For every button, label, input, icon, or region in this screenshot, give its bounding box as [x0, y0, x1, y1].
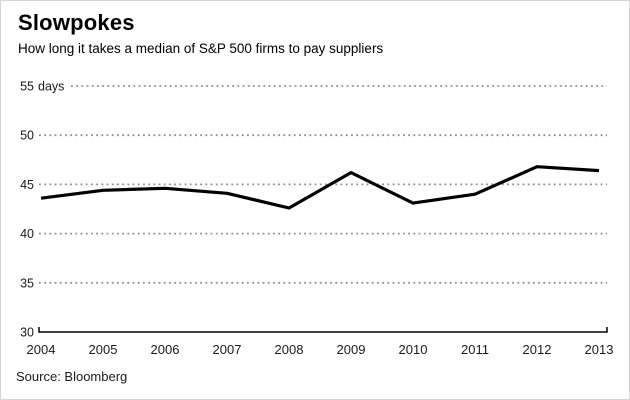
x-tick-label-2004: 2004 [27, 342, 56, 357]
y-tick-label-50: 50 [20, 129, 34, 143]
data-series-line [40, 165, 600, 210]
x-tick-label-2006: 2006 [151, 342, 180, 357]
x-tick-label-2011: 2011 [461, 342, 489, 357]
y-tick-label-35: 35 [20, 276, 34, 290]
chart-title: Slowpokes [18, 10, 135, 35]
source-attribution: Source: Bloomberg [16, 369, 128, 384]
line-chart: 55 days 50 45 40 35 30 2004 2005 2006 2007 2008 2009… [20, 80, 614, 358]
y-tick-label-40: 40 [20, 227, 34, 241]
x-tick-label-2013: 2013 [585, 342, 614, 357]
x-tick-label-2010: 2010 [399, 342, 428, 357]
y-tick-label-30: 30 [20, 326, 34, 340]
y-tick-label-45: 45 [20, 178, 34, 192]
x-tick-label-2005: 2005 [89, 342, 118, 357]
x-axis-line [38, 327, 608, 333]
x-tick-label-2008: 2008 [275, 342, 304, 357]
y-axis-unit-label: days [38, 80, 64, 94]
x-tick-label-2012: 2012 [523, 342, 552, 357]
y-tick-label-55: 55 [20, 80, 34, 94]
x-tick-label-2007: 2007 [213, 342, 242, 357]
x-tick-label-2009: 2009 [337, 342, 366, 357]
chart-subtitle: How long it takes a median of S&P 500 fi… [18, 41, 384, 56]
